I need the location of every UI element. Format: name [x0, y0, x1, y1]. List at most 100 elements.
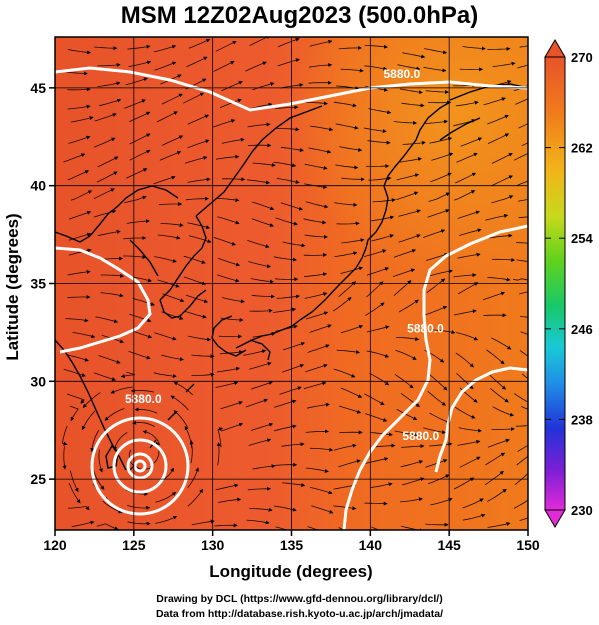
streamline-arrow: [187, 222, 211, 230]
streamline-arrow: [490, 387, 509, 403]
streamline-arrow: [396, 191, 419, 201]
streamline-arrow: [367, 140, 391, 145]
map-plot-area: 5880.0 5880.0 5880.0 5880.0: [55, 37, 528, 530]
streamline-arrow: [430, 497, 453, 506]
streamline-arrow: [453, 273, 477, 278]
y-tick-label: 45: [30, 80, 46, 96]
streamline-arrow: [430, 172, 452, 183]
streamline-arrow: [155, 515, 178, 524]
streamline-arrow: [220, 422, 244, 432]
streamline-arrow: [82, 410, 96, 431]
streamline-arrow: [219, 98, 242, 108]
streamline-arrow: [132, 420, 155, 427]
streamline-arrow: [67, 104, 91, 110]
streamline-arrow: [372, 198, 396, 203]
streamline-arrow: [70, 190, 93, 201]
streamline-arrow: [281, 363, 305, 373]
streamline-arrow: [277, 58, 300, 67]
streamline-arrow: [98, 449, 103, 473]
streamline-arrow: [518, 198, 528, 202]
streamline-arrow: [309, 39, 333, 47]
streamline-arrow: [399, 88, 423, 95]
streamline-arrow: [486, 349, 505, 365]
streamline-arrow: [335, 123, 359, 130]
streamline-arrow: [305, 311, 329, 320]
streamline-arrow: [340, 266, 364, 274]
streamline-arrow: [129, 313, 152, 323]
streamline-arrow: [252, 464, 276, 470]
streamline-arrow: [93, 188, 115, 200]
y-axis-label: Latitude (degrees): [3, 213, 22, 360]
streamline-arrow: [487, 488, 507, 502]
streamline-arrow: [426, 278, 446, 294]
streamline-arrow: [66, 354, 89, 362]
streamline-arrow: [189, 440, 194, 464]
streamline-arrow: [67, 87, 91, 92]
streamline-arrow: [215, 483, 239, 491]
streamline-arrow: [217, 257, 241, 267]
streamline-arrow: [489, 233, 513, 239]
streamline-arrow: [280, 146, 304, 152]
contour-label: 5880.0: [407, 321, 444, 335]
streamline-arrow: [394, 373, 414, 389]
y-tick-label: 25: [30, 471, 46, 487]
y-tick-label: 30: [30, 373, 46, 389]
streamline-arrow: [517, 64, 528, 69]
streamline-arrow: [491, 195, 514, 204]
streamline-arrow: [366, 281, 384, 298]
streamline-arrow: [68, 248, 92, 256]
streamline-arrow: [515, 98, 528, 105]
streamline-arrow: [519, 45, 528, 48]
streamline-arrow: [393, 249, 417, 258]
streamline-arrow: [423, 66, 447, 73]
streamline-arrow: [126, 168, 148, 179]
streamline-arrow: [61, 425, 68, 446]
streamline-arrow: [98, 98, 122, 107]
streamline-arrow: [487, 114, 509, 125]
streamline-arrow: [212, 119, 236, 128]
streamline-arrow: [113, 432, 128, 451]
streamline-arrow: [491, 257, 516, 262]
streamline-arrow: [400, 393, 421, 407]
streamline-arrow: [428, 192, 451, 202]
streamline-arrow: [273, 462, 298, 467]
streamline-arrow: [248, 438, 272, 446]
streamline-arrow: [249, 361, 272, 370]
streamline-arrow: [425, 459, 448, 468]
streamline-arrow: [185, 78, 207, 90]
streamline-arrow: [400, 460, 424, 468]
streamline-arrow: [188, 38, 211, 49]
streamline-arrow: [249, 308, 273, 313]
colorbar-ticks: 270 262 254 246 238 230: [545, 50, 593, 518]
streamline-arrow: [338, 281, 357, 298]
streamline-arrow: [340, 324, 364, 334]
streamline-arrow: [216, 442, 221, 466]
streamline-arrow: [68, 135, 91, 144]
streamline-arrow: [62, 446, 67, 470]
streamline-arrow: [513, 278, 528, 281]
streamline-arrow: [187, 177, 211, 183]
streamline-arrow: [153, 44, 177, 53]
streamline-arrow: [516, 455, 528, 466]
streamline-arrow: [309, 324, 332, 333]
streamline-arrow: [94, 46, 118, 51]
streamline-arrow: [402, 477, 425, 486]
streamline-arrow: [184, 156, 208, 164]
streamline-arrow: [213, 237, 236, 246]
streamline-arrow: [304, 101, 328, 106]
streamline-arrow: [364, 65, 388, 71]
streamline-arrow: [398, 299, 419, 313]
streamline-arrow: [243, 349, 267, 356]
streamline-arrow: [189, 235, 212, 243]
streamline-arrow: [333, 101, 357, 108]
streamline-arrow: [247, 122, 271, 128]
streamline-arrow: [70, 116, 94, 123]
streamline-arrow: [245, 61, 267, 72]
streamline-arrow: [183, 92, 205, 104]
streamline-arrow: [401, 102, 425, 108]
streamline-arrow: [191, 519, 215, 526]
streamline-arrow: [126, 219, 150, 224]
y-tick-label: 40: [30, 178, 46, 194]
streamline-arrow: [305, 467, 329, 473]
streamline-arrow: [102, 500, 123, 514]
